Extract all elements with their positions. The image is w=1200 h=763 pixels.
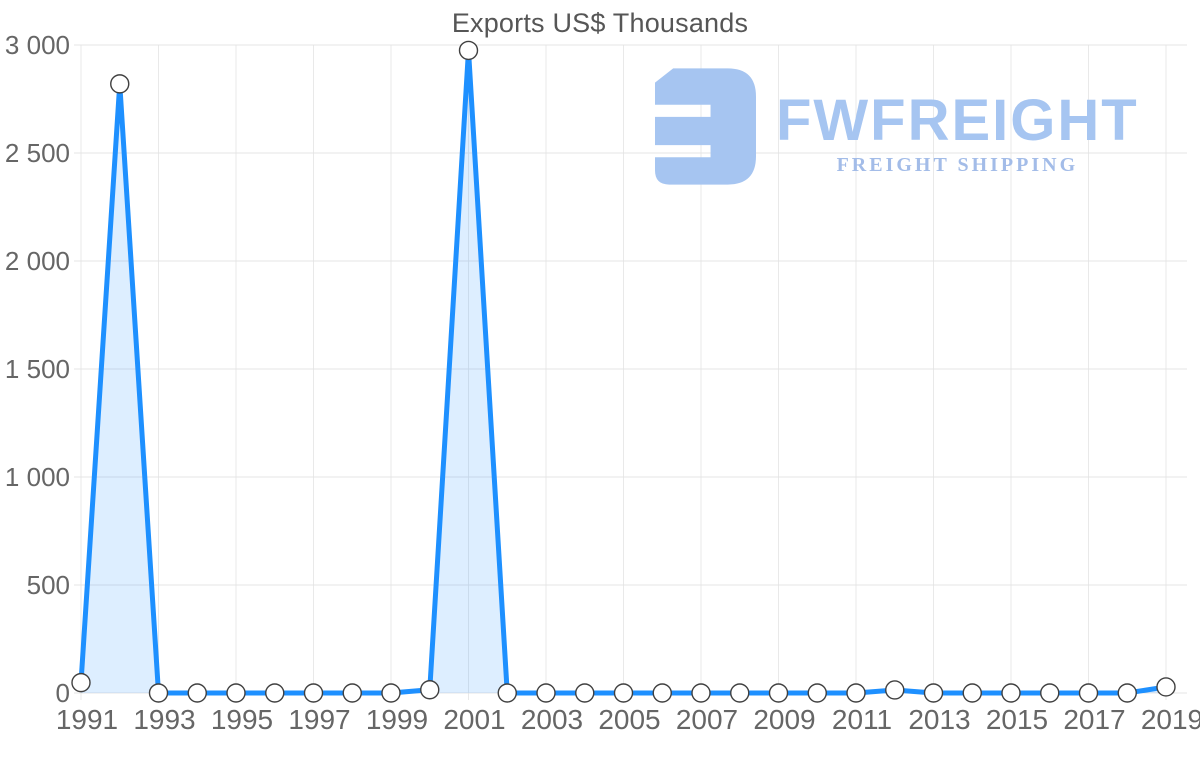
data-point-marker-1996[interactable] (265, 683, 285, 703)
data-point-marker-1992[interactable] (110, 74, 130, 94)
data-point-marker-1995[interactable] (226, 683, 246, 703)
data-point-marker-2010[interactable] (807, 683, 827, 703)
data-point-marker-2018[interactable] (1117, 683, 1137, 703)
data-point-marker-2014[interactable] (962, 683, 982, 703)
data-point-marker-1991[interactable] (71, 672, 91, 693)
data-point-marker-2019[interactable] (1156, 677, 1176, 697)
data-point-marker-2004[interactable] (575, 683, 595, 703)
x-tick-label-2019: 2019 (1141, 704, 1200, 735)
y-tick-label-1500: 1 500 (5, 354, 70, 384)
data-point-marker-1994[interactable] (187, 683, 207, 703)
data-point-marker-2017[interactable] (1078, 683, 1099, 703)
x-tick-label-2017: 2017 (1063, 704, 1125, 735)
x-tick-label-1991: 1991 (56, 704, 118, 735)
data-point-marker-2002[interactable] (497, 683, 517, 703)
x-tick-label-2007: 2007 (676, 704, 738, 735)
x-tick-label-2013: 2013 (908, 704, 970, 735)
data-point-marker-2011[interactable] (846, 683, 866, 703)
data-point-marker-2015[interactable] (1001, 683, 1021, 703)
data-point-marker-2013[interactable] (923, 683, 944, 703)
x-tick-label-2011: 2011 (832, 704, 892, 735)
y-tick-label-1000: 1 000 (5, 462, 70, 492)
data-point-marker-2009[interactable] (768, 683, 789, 703)
data-point-marker-2016[interactable] (1040, 683, 1060, 703)
data-point-marker-2000[interactable] (420, 680, 440, 700)
y-tick-label-2500: 2 500 (5, 138, 70, 168)
x-tick-label-2003: 2003 (521, 704, 583, 735)
x-tick-label-1997: 1997 (288, 704, 350, 735)
x-tick-label-1999: 1999 (366, 704, 428, 735)
x-tick-label-2001: 2001 (443, 704, 505, 735)
y-tick-label-3000: 3 000 (5, 30, 70, 60)
data-point-marker-1993[interactable] (148, 683, 169, 703)
data-point-marker-2001[interactable] (458, 40, 479, 61)
data-point-marker-2007[interactable] (691, 683, 711, 703)
data-point-marker-1998[interactable] (342, 683, 362, 703)
x-tick-label-2015: 2015 (986, 704, 1048, 735)
chart-title: Exports US$ Thousands (451, 8, 749, 38)
data-point-marker-1999[interactable] (381, 683, 401, 703)
x-tick-label-2005: 2005 (598, 704, 660, 735)
data-point-marker-2006[interactable] (652, 683, 672, 703)
data-point-marker-2008[interactable] (730, 683, 750, 703)
y-tick-label-2000: 2 000 (5, 246, 70, 276)
data-point-marker-2012[interactable] (885, 680, 905, 700)
x-tick-label-2009: 2009 (753, 704, 815, 735)
data-point-marker-2003[interactable] (536, 683, 556, 703)
data-point-marker-1997[interactable] (303, 683, 324, 703)
x-tick-label-1995: 1995 (211, 704, 273, 735)
y-tick-label-500: 500 (27, 570, 70, 600)
y-tick-label-0: 0 (56, 678, 70, 708)
data-point-marker-2005[interactable] (613, 683, 634, 703)
x-tick-label-1993: 1993 (133, 704, 195, 735)
